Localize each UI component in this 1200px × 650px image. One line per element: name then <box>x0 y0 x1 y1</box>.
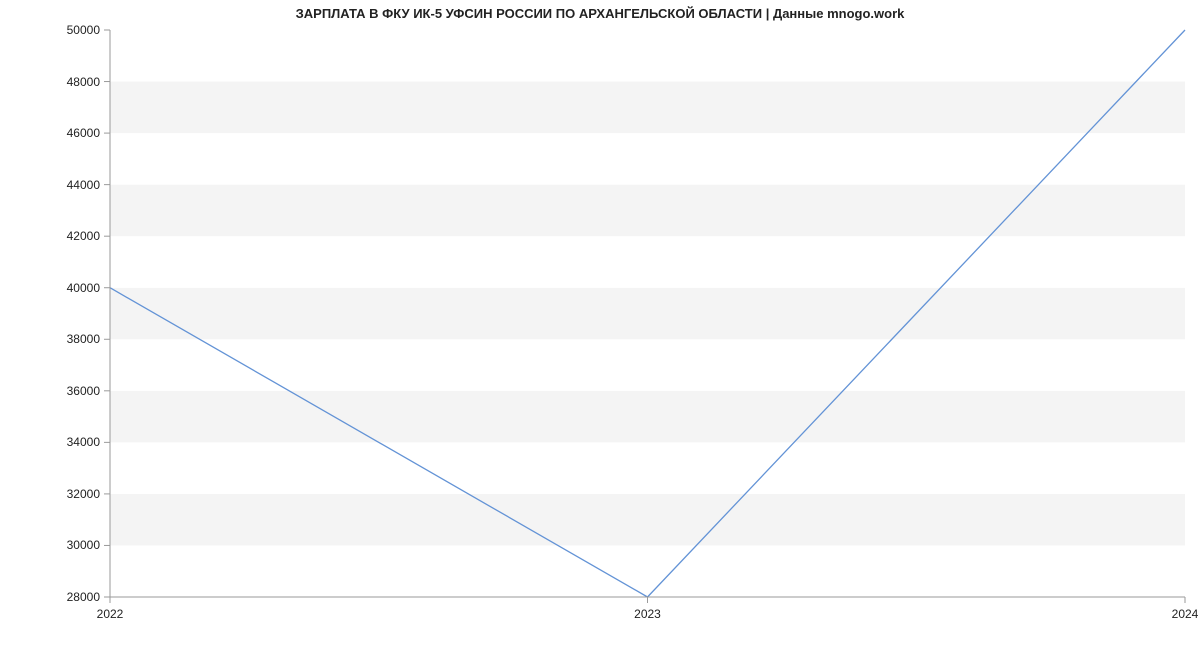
y-tick-label: 30000 <box>40 538 100 552</box>
y-tick-label: 38000 <box>40 332 100 346</box>
y-tick-label: 34000 <box>40 435 100 449</box>
y-tick-label: 46000 <box>40 126 100 140</box>
chart-title: ЗАРПЛАТА В ФКУ ИК-5 УФСИН РОССИИ ПО АРХА… <box>0 6 1200 21</box>
y-tick-label: 36000 <box>40 384 100 398</box>
y-tick-label: 42000 <box>40 229 100 243</box>
chart-container: ЗАРПЛАТА В ФКУ ИК-5 УФСИН РОССИИ ПО АРХА… <box>0 0 1200 650</box>
x-tick-label: 2022 <box>97 607 124 621</box>
x-tick-label: 2024 <box>1172 607 1199 621</box>
y-tick-label: 50000 <box>40 23 100 37</box>
y-tick-label: 48000 <box>40 75 100 89</box>
y-tick-label: 28000 <box>40 590 100 604</box>
y-tick-label: 40000 <box>40 281 100 295</box>
x-tick-label: 2023 <box>634 607 661 621</box>
plot-area <box>110 30 1185 597</box>
y-tick-label: 44000 <box>40 178 100 192</box>
y-tick-label: 32000 <box>40 487 100 501</box>
